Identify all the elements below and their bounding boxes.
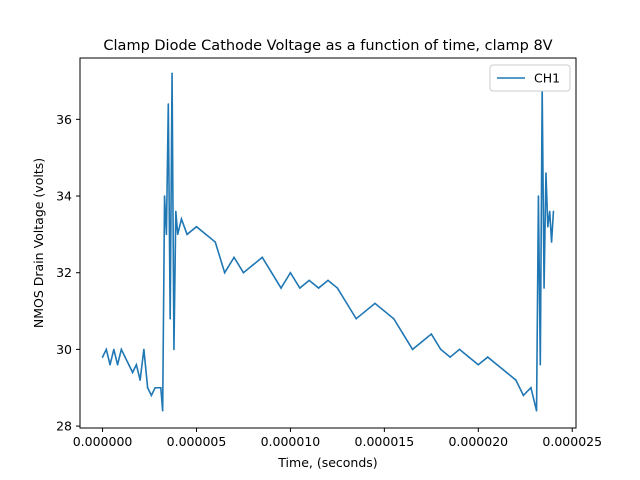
data-point-0-39	[299, 287, 301, 289]
data-point-0-9	[135, 363, 138, 366]
data-point-0-73	[550, 241, 553, 243]
data-point-0-10	[139, 379, 141, 381]
data-point-0-34	[252, 264, 254, 266]
x-tick-label-3: 0.000015	[355, 434, 415, 449]
data-point-0-56	[458, 348, 461, 351]
data-point-0-36	[270, 271, 273, 274]
data-point-0-42	[327, 279, 329, 282]
data-point-0-14	[154, 386, 156, 389]
data-point-0-16	[159, 386, 162, 389]
data-point-0-8	[131, 371, 134, 374]
data-point-0-52	[421, 340, 423, 343]
data-point-0-43	[336, 287, 339, 289]
data-point-0-22	[171, 72, 173, 75]
data-point-0-27	[186, 233, 188, 236]
data-point-0-6	[124, 356, 126, 358]
data-point-0-2	[109, 363, 111, 366]
data-point-0-26	[180, 218, 183, 220]
y-tick-label-1: 30	[56, 342, 72, 357]
data-point-0-54	[439, 348, 442, 351]
data-point-0-11	[143, 348, 145, 351]
data-point-0-48	[383, 310, 386, 312]
data-point-0-62	[515, 379, 517, 381]
chart-title: Clamp Diode Cathode Voltage as a functio…	[103, 38, 552, 54]
x-tick-label-0: 0.000000	[73, 434, 133, 449]
data-point-0-49	[392, 317, 395, 320]
x-tick-label-4: 0.000020	[448, 434, 508, 449]
data-point-0-51	[411, 348, 414, 351]
data-point-0-30	[214, 241, 217, 243]
data-point-0-35	[261, 256, 264, 259]
data-point-0-74	[552, 210, 555, 213]
data-point-0-60	[496, 363, 498, 366]
data-point-0-25	[176, 233, 179, 236]
data-point-0-66	[537, 195, 540, 197]
y-tick-label-2: 32	[56, 265, 72, 280]
x-axis-label: Time, (seconds)	[277, 455, 377, 470]
data-point-0-20	[167, 103, 170, 105]
data-point-0-55	[449, 356, 451, 358]
y-axis-label: NMOS Drain Voltage (volts)	[31, 158, 46, 328]
y-axis-ticks: 28 30 32 34 36	[56, 112, 80, 434]
x-tick-label-5: 0.000025	[542, 434, 602, 449]
y-tick-label-4: 36	[56, 112, 72, 127]
axes-frame	[79, 57, 577, 429]
legend: CH1	[489, 64, 571, 92]
data-point-0-1	[105, 348, 108, 351]
x-tick-label-2: 0.000010	[261, 434, 321, 449]
data-point-0-24	[175, 210, 177, 213]
data-point-0-61	[505, 371, 508, 374]
data-point-0-63	[522, 394, 525, 397]
data-point-0-50	[402, 333, 404, 335]
data-point-0-21	[169, 317, 171, 320]
data-point-0-59	[486, 356, 489, 358]
data-point-0-71	[547, 225, 549, 228]
data-point-0-3	[113, 348, 115, 351]
plot-area: 0.000000 0.000005 0.000010 0.000015 0.000020…	[56, 57, 602, 449]
data-point-0-37	[280, 287, 282, 289]
data-point-0-70	[545, 172, 547, 174]
data-point-0-58	[477, 363, 480, 366]
series-layer	[101, 72, 555, 412]
data-point-0-17	[161, 409, 164, 412]
data-point-0-38	[289, 271, 292, 274]
data-point-0-53	[430, 333, 433, 335]
data-point-0-65	[535, 409, 538, 412]
data-point-0-0	[101, 356, 104, 358]
data-point-0-23	[173, 348, 175, 351]
data-point-0-5	[120, 348, 123, 351]
data-point-0-69	[543, 287, 545, 289]
data-point-0-72	[548, 210, 551, 213]
data-point-0-57	[468, 356, 470, 358]
data-point-0-44	[345, 302, 348, 305]
data-point-0-41	[317, 287, 320, 289]
data-point-0-29	[205, 233, 207, 236]
data-point-0-32	[233, 256, 235, 259]
data-point-0-64	[530, 386, 532, 389]
data-point-0-18	[163, 195, 166, 197]
data-point-0-46	[364, 310, 367, 312]
y-tick-label-0: 28	[56, 419, 72, 434]
data-point-0-4	[116, 363, 119, 366]
data-point-0-7	[128, 363, 130, 366]
y-tick-label-3: 34	[56, 189, 72, 204]
data-point-0-45	[355, 317, 357, 320]
data-point-0-31	[223, 271, 226, 274]
data-point-0-28	[195, 225, 198, 228]
data-point-0-33	[242, 271, 245, 274]
x-tick-label-1: 0.000005	[167, 434, 227, 449]
data-point-0-40	[308, 279, 311, 282]
data-point-0-15	[158, 386, 160, 389]
data-point-0-47	[374, 302, 376, 305]
data-point-0-13	[150, 394, 153, 397]
data-point-0-67	[539, 363, 542, 366]
data-point-0-19	[165, 233, 168, 236]
x-axis-ticks: 0.000000 0.000005 0.000010 0.000015 0.000020…	[73, 428, 602, 449]
data-point-0-12	[146, 386, 149, 389]
legend-box	[489, 64, 571, 92]
legend-label-ch1: CH1	[534, 71, 560, 86]
